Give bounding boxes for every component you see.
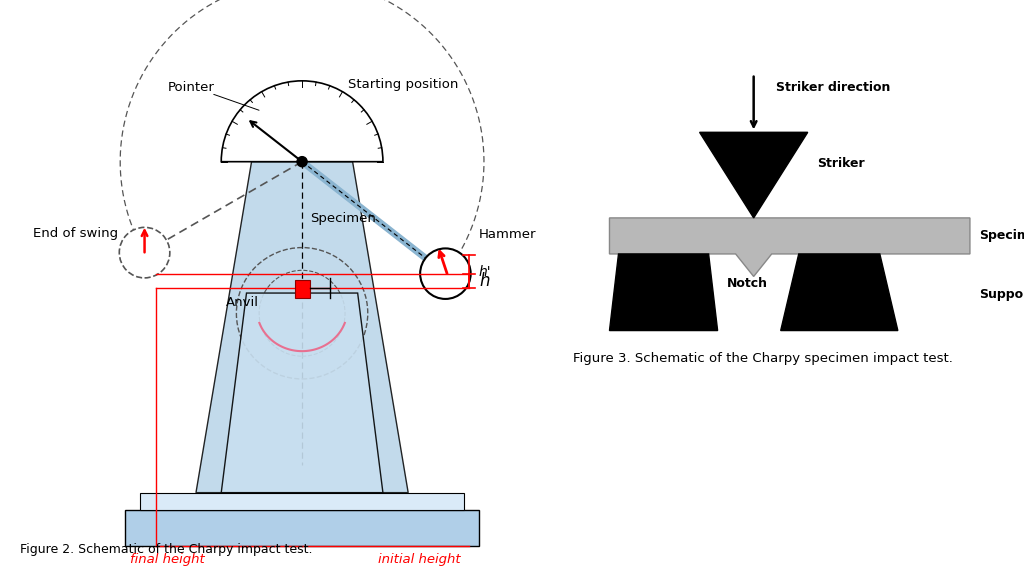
Text: Support: Support	[979, 288, 1024, 301]
Polygon shape	[699, 132, 808, 218]
Text: h: h	[479, 272, 489, 290]
Text: Specimen: Specimen	[979, 229, 1024, 242]
Polygon shape	[609, 254, 718, 331]
Text: Anvil: Anvil	[226, 295, 259, 309]
Text: initial height: initial height	[378, 554, 461, 566]
Polygon shape	[609, 218, 970, 276]
Bar	[140, 492, 464, 510]
Bar	[125, 510, 479, 545]
Text: Hammer: Hammer	[478, 228, 536, 241]
Text: End of swing: End of swing	[34, 228, 119, 240]
Circle shape	[297, 157, 307, 166]
Text: Striker: Striker	[817, 157, 864, 170]
Text: Specimen: Specimen	[309, 213, 376, 225]
Polygon shape	[221, 293, 383, 492]
Text: Starting position: Starting position	[347, 78, 458, 92]
Wedge shape	[221, 81, 383, 162]
Polygon shape	[196, 162, 409, 492]
Text: final height: final height	[130, 554, 205, 566]
Text: Figure 3. Schematic of the Charpy specimen impact test.: Figure 3. Schematic of the Charpy specim…	[573, 352, 953, 365]
Text: Figure 2. Schematic of the Charpy impact test.: Figure 2. Schematic of the Charpy impact…	[20, 543, 313, 556]
Text: h': h'	[479, 264, 492, 279]
Text: Striker direction: Striker direction	[776, 81, 891, 94]
Circle shape	[420, 248, 471, 299]
Bar	[295, 281, 309, 298]
Circle shape	[119, 228, 170, 278]
Text: Notch: Notch	[727, 276, 768, 290]
Polygon shape	[780, 254, 898, 331]
Text: Pointer: Pointer	[168, 81, 214, 94]
